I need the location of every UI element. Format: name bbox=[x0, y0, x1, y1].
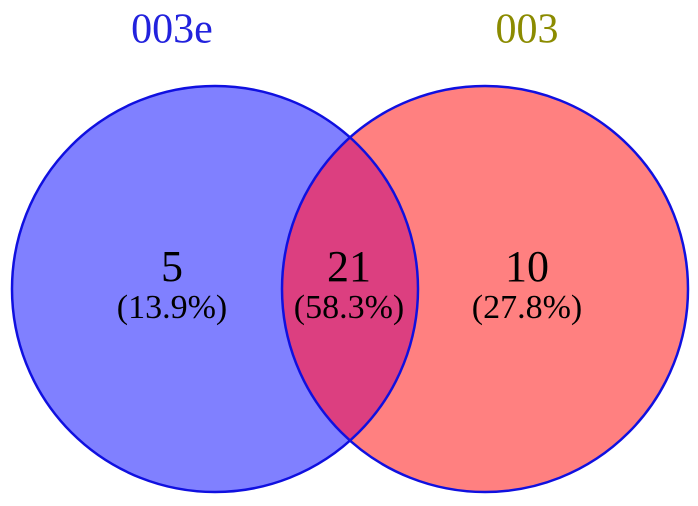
region-percent: (13.9%) bbox=[117, 289, 227, 326]
overlap-region bbox=[282, 86, 418, 492]
region-percent: (27.8%) bbox=[472, 289, 582, 326]
region-count: 10 bbox=[505, 242, 549, 291]
set-label: 003e bbox=[131, 7, 213, 53]
set-outline-left bbox=[10, 84, 420, 494]
region-count: 21 bbox=[327, 242, 371, 291]
region-count: 5 bbox=[161, 242, 183, 291]
region-percent: (58.3%) bbox=[294, 289, 404, 326]
set-label: 003 bbox=[496, 7, 559, 53]
set-outline-right bbox=[280, 84, 690, 494]
